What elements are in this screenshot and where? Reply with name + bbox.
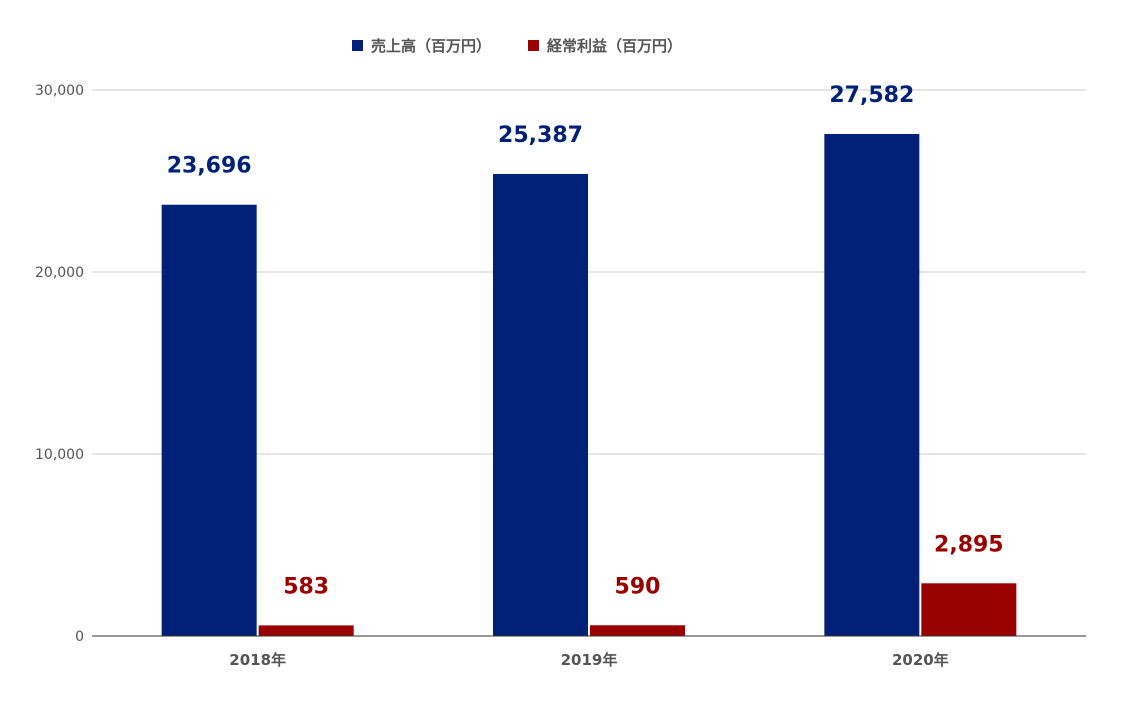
- legend-label: 経常利益（百万円）: [547, 37, 682, 55]
- bar-ordinary-profit: [590, 625, 685, 636]
- x-axis-category-labels: 2018年 2019年 2020年: [229, 651, 948, 669]
- data-label: 25,387: [498, 123, 583, 148]
- y-tick-label: 30,000: [35, 83, 84, 99]
- legend-swatch: [528, 40, 539, 51]
- bar-ordinary-profit: [921, 583, 1017, 636]
- legend-label: 売上高（百万円）: [371, 37, 491, 55]
- data-label: 2,895: [934, 532, 1004, 557]
- x-category-label: 2019年: [561, 651, 618, 669]
- legend-swatch: [352, 40, 363, 51]
- y-tick-label: 0: [75, 629, 84, 645]
- bars: [161, 134, 1017, 637]
- data-labels: 23,696 583 25,387 590 27,582 2,895: [167, 83, 1004, 599]
- gridlines: [92, 89, 1086, 455]
- data-label: 583: [283, 574, 329, 599]
- y-axis-tick-labels: 0 10,000 20,000 30,000: [35, 83, 84, 645]
- bar-sales: [161, 204, 257, 637]
- bar-ordinary-profit: [258, 625, 354, 636]
- data-label: 590: [615, 574, 661, 599]
- bar-sales: [493, 173, 588, 636]
- bar-sales: [824, 134, 920, 636]
- legend: 売上高（百万円） 経常利益（百万円）: [352, 37, 682, 55]
- data-label: 27,582: [829, 83, 914, 108]
- y-tick-label: 20,000: [35, 265, 84, 281]
- data-label: 23,696: [167, 154, 252, 179]
- x-category-label: 2018年: [229, 651, 286, 669]
- x-category-label: 2020年: [892, 651, 949, 669]
- y-tick-label: 10,000: [35, 447, 84, 463]
